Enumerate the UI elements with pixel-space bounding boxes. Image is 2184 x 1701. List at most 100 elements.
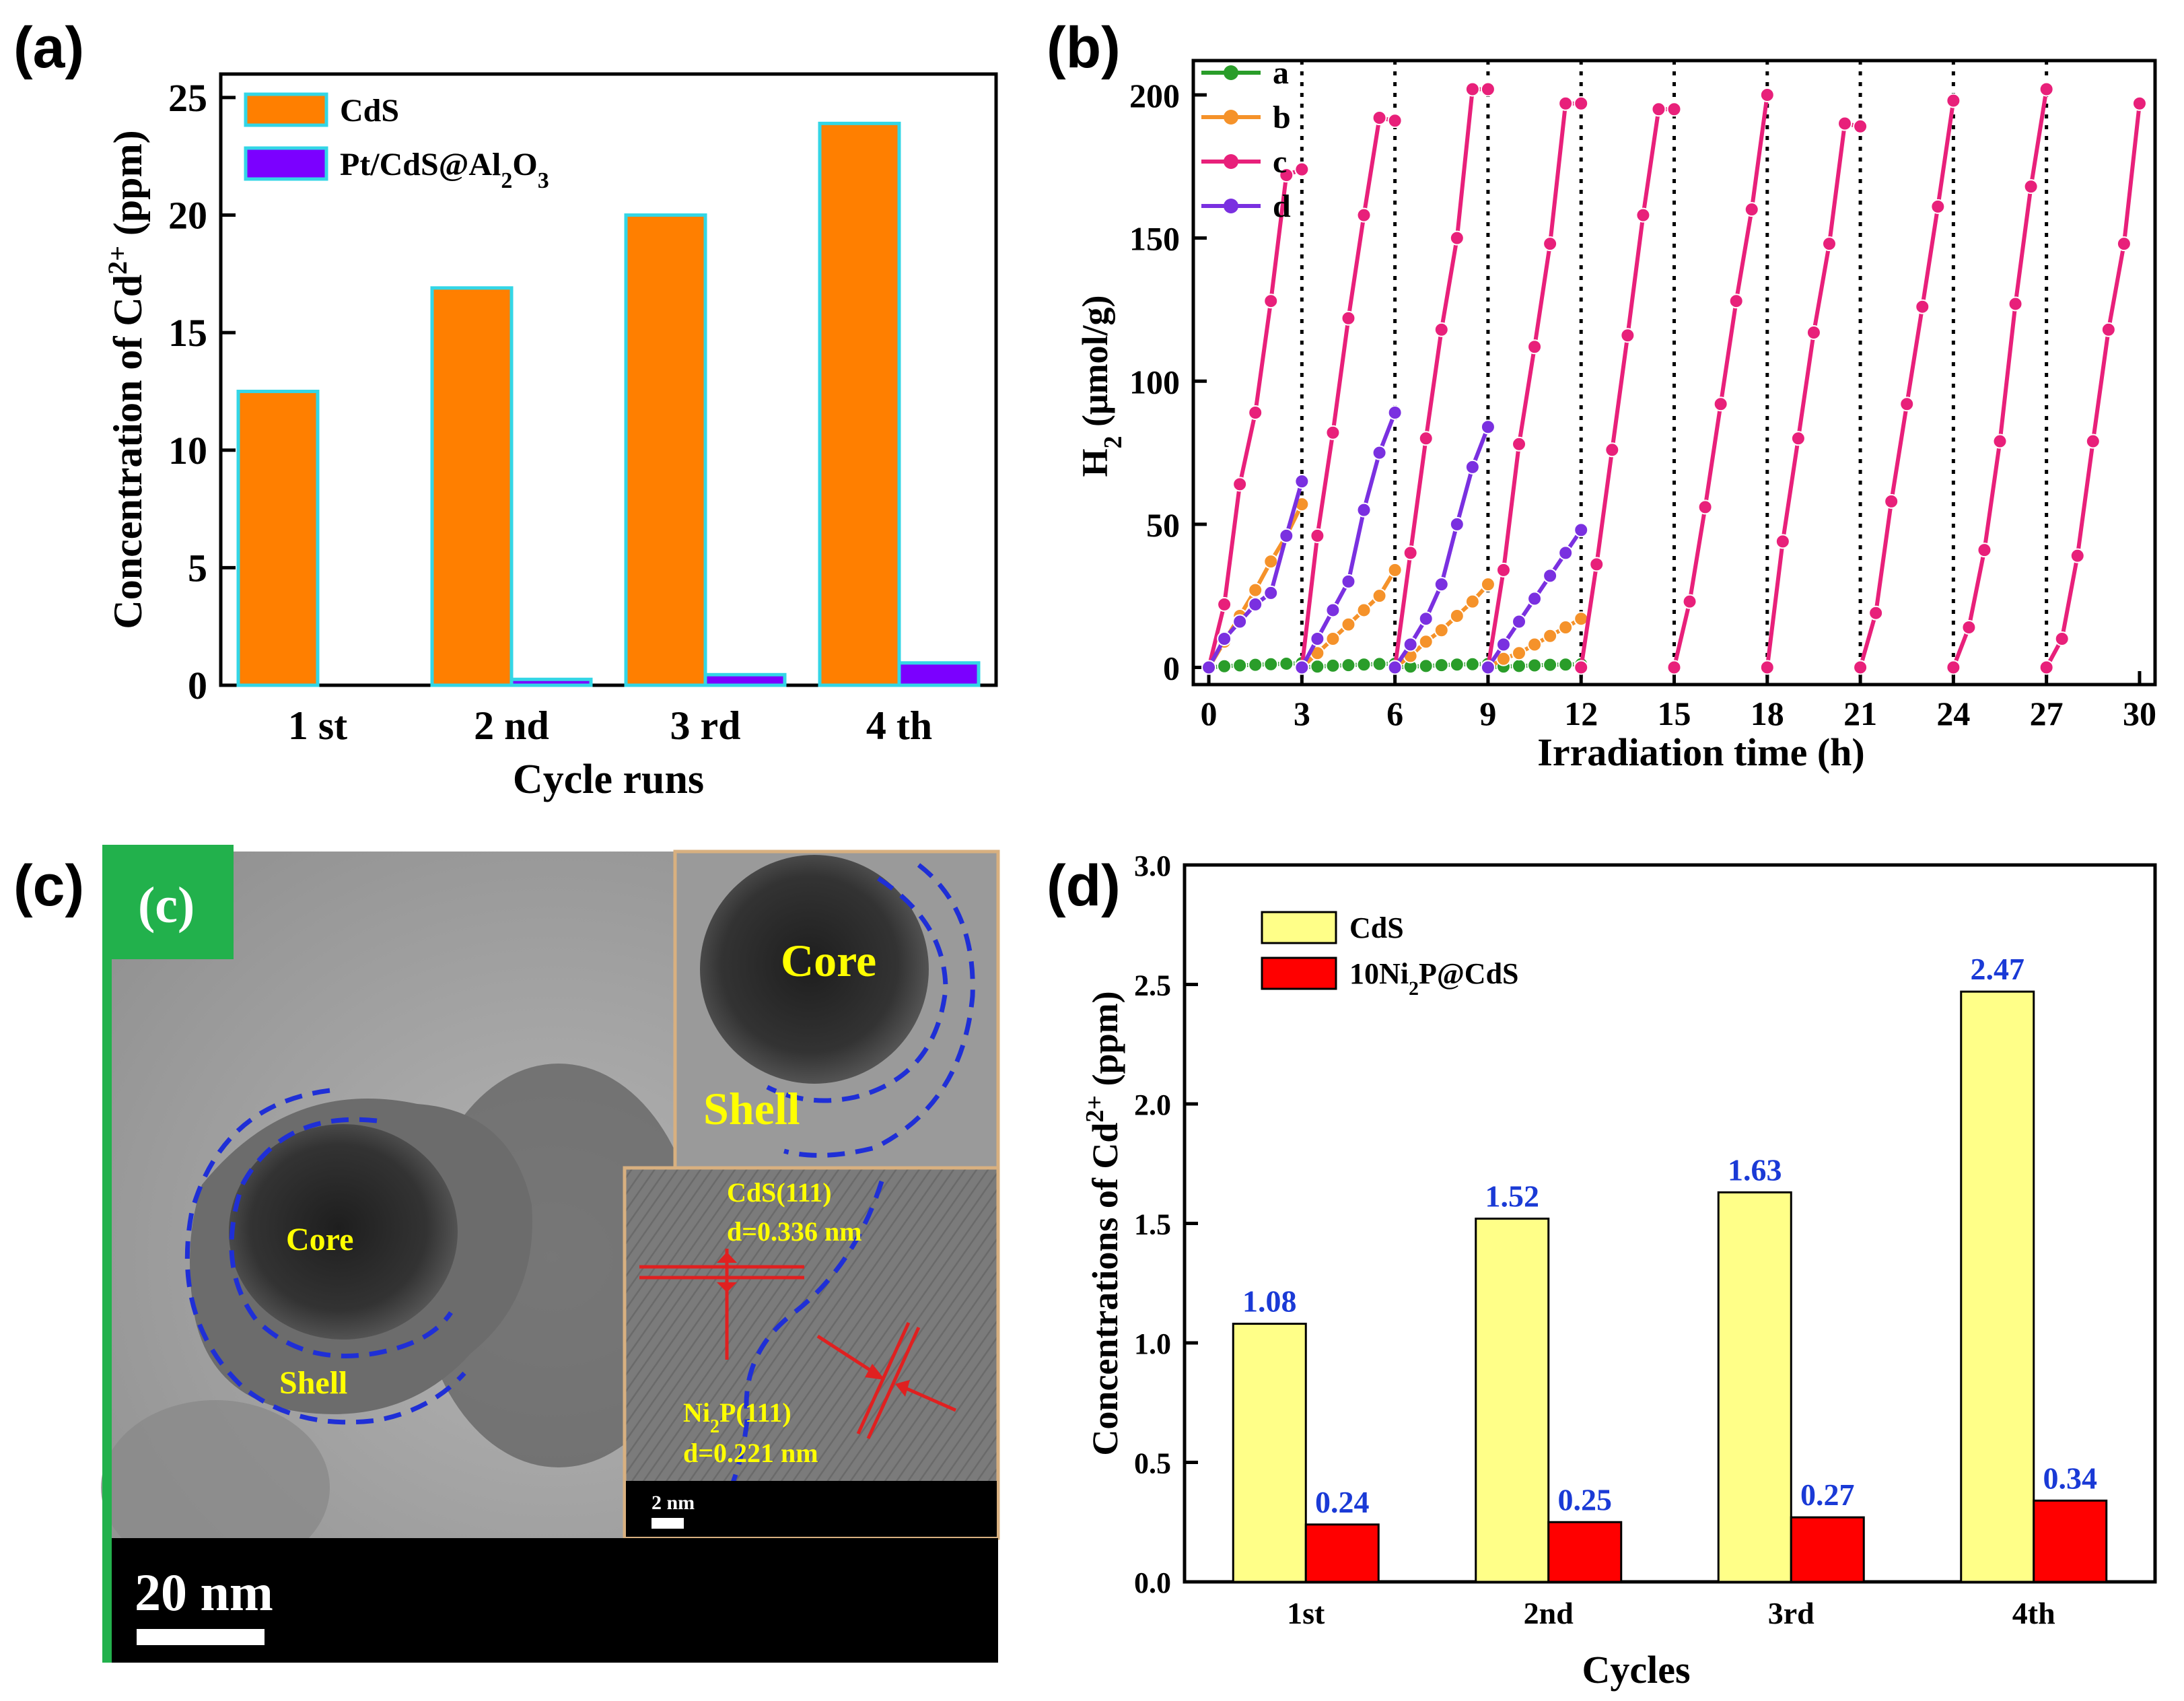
inset-core-dash-inner [766,876,948,1103]
series-c-point [1790,431,1806,446]
series-a-point [1356,657,1372,672]
x-tick-label: 3 rd [670,703,741,748]
core-label-main: Core [286,1222,353,1257]
shell-dash-outer [184,1088,466,1425]
ni2p-lattice-marker-b [866,1326,921,1440]
series-d-point [1449,516,1465,532]
data-label: 2.47 [1971,952,2025,986]
series-d-point [1310,631,1325,646]
ni2p-arrow-right [904,1386,957,1412]
legend-label: b [1273,100,1291,135]
bar-cds [430,286,514,687]
series-c-point [1325,425,1341,440]
series-c-point [1310,528,1325,543]
y-tick-label: 5 [188,546,207,590]
series-c-point [1543,236,1558,252]
x-tick-label: 9 [1479,695,1496,732]
y-tick-label: 0 [188,664,207,707]
panel-d-letter: (d) [1047,854,1121,918]
y-axis-title: H2 (μmol/g) [1075,295,1127,477]
series-d-point [1480,419,1495,435]
ni2p-plane-label: Ni2P(111) [683,1397,791,1437]
dark-region-2 [101,1400,330,1575]
series-d-point [1387,660,1403,675]
bar-10ni2p-cds [1790,1516,1865,1583]
series-c-point [1961,619,1977,635]
x-axis-title: Cycle runs [513,757,704,802]
series-d-point [1527,591,1543,606]
legend-label: 10Ni2P@CdS [1349,957,1519,1000]
series-d-point [1387,405,1403,421]
series-c-point [2070,548,2085,563]
ni2p-d-label: d=0.221 nm [683,1438,818,1468]
series-b-point [1465,594,1480,609]
series-b-point [1449,608,1465,623]
series-b-point [1263,554,1279,569]
x-tick-label: 4th [2012,1596,2055,1630]
series-b-point [1341,617,1356,632]
inset-shell-dash-outer [783,863,975,1158]
data-label: 0.34 [2043,1461,2098,1495]
bar-cds [1475,1217,1550,1583]
inset-scale-strip [626,1481,997,1537]
series-c-point [1217,596,1232,612]
y-tick-label: 150 [1129,220,1180,258]
series-d-point [1512,614,1527,629]
y-tick-label: 20 [168,194,207,238]
series-d-point [1574,522,1589,538]
legend-marker [1224,199,1238,213]
core-label-inset: Core [781,935,876,986]
x-tick-label: 3rd [1768,1596,1815,1630]
y-tick-label: 2.5 [1134,969,1171,1002]
series-c-point [1635,207,1651,223]
series-c-point [2116,236,2132,252]
series-d-point [1201,660,1217,675]
y-tick-label: 3.0 [1134,849,1171,882]
legend-label: c [1273,144,1287,180]
inset-hrtem: CdS(111) d=0.336 nm Ni2P(111) d=0.221 nm… [623,1166,1000,1540]
series-a-point [1558,657,1574,672]
series-a-point [1512,658,1527,674]
x-tick-label: 30 [2123,695,2156,732]
y-tick-label: 2.0 [1134,1088,1171,1121]
series-c-point [1915,299,1930,314]
shell-label-inset: Shell [703,1083,800,1134]
series-d-point [1294,660,1310,675]
x-tick-label: 3 [1294,695,1310,732]
series-a-point [1217,658,1232,674]
bar-10ni2p-cds [1547,1521,1623,1583]
series-b-point [1480,577,1495,592]
series-c-point [1775,534,1790,549]
y-tick-label: 0.0 [1134,1566,1171,1599]
panel-badge [102,845,234,959]
series-c-point [1666,102,1682,117]
series-c-point [1651,102,1666,117]
series-d-point [1495,637,1511,652]
series-a-point [1527,658,1543,673]
data-label: 0.25 [1558,1482,1613,1517]
series-b-point [1325,631,1341,646]
series-d-point [1356,502,1372,518]
series-a-point [1434,658,1449,673]
series-c-point [1759,88,1775,103]
y-tick-label: 50 [1146,506,1180,544]
y-axis-title: Concentration of Cd2+ (ppm) [102,130,151,629]
y-tick-label: 0 [1163,649,1180,687]
legend-label: d [1273,188,1291,224]
series-c-point [1728,293,1744,309]
bar-cds [624,213,707,687]
panel-c: (c) Core Shell Core Shell [13,845,1000,1663]
bar-cds [1717,1191,1792,1583]
series-b-point [1387,562,1403,578]
series-c-point [2008,296,2023,312]
series-a-point [1248,657,1263,672]
interface-dash [711,1180,884,1523]
series-c-point [1930,199,1946,214]
y-tick-label: 15 [168,311,207,355]
series-c-point [1946,660,1961,675]
data-label: 1.52 [1485,1179,1540,1213]
series-c-point [1837,116,1853,131]
y-tick-label: 200 [1129,77,1180,114]
series-c-point [1977,543,1992,558]
